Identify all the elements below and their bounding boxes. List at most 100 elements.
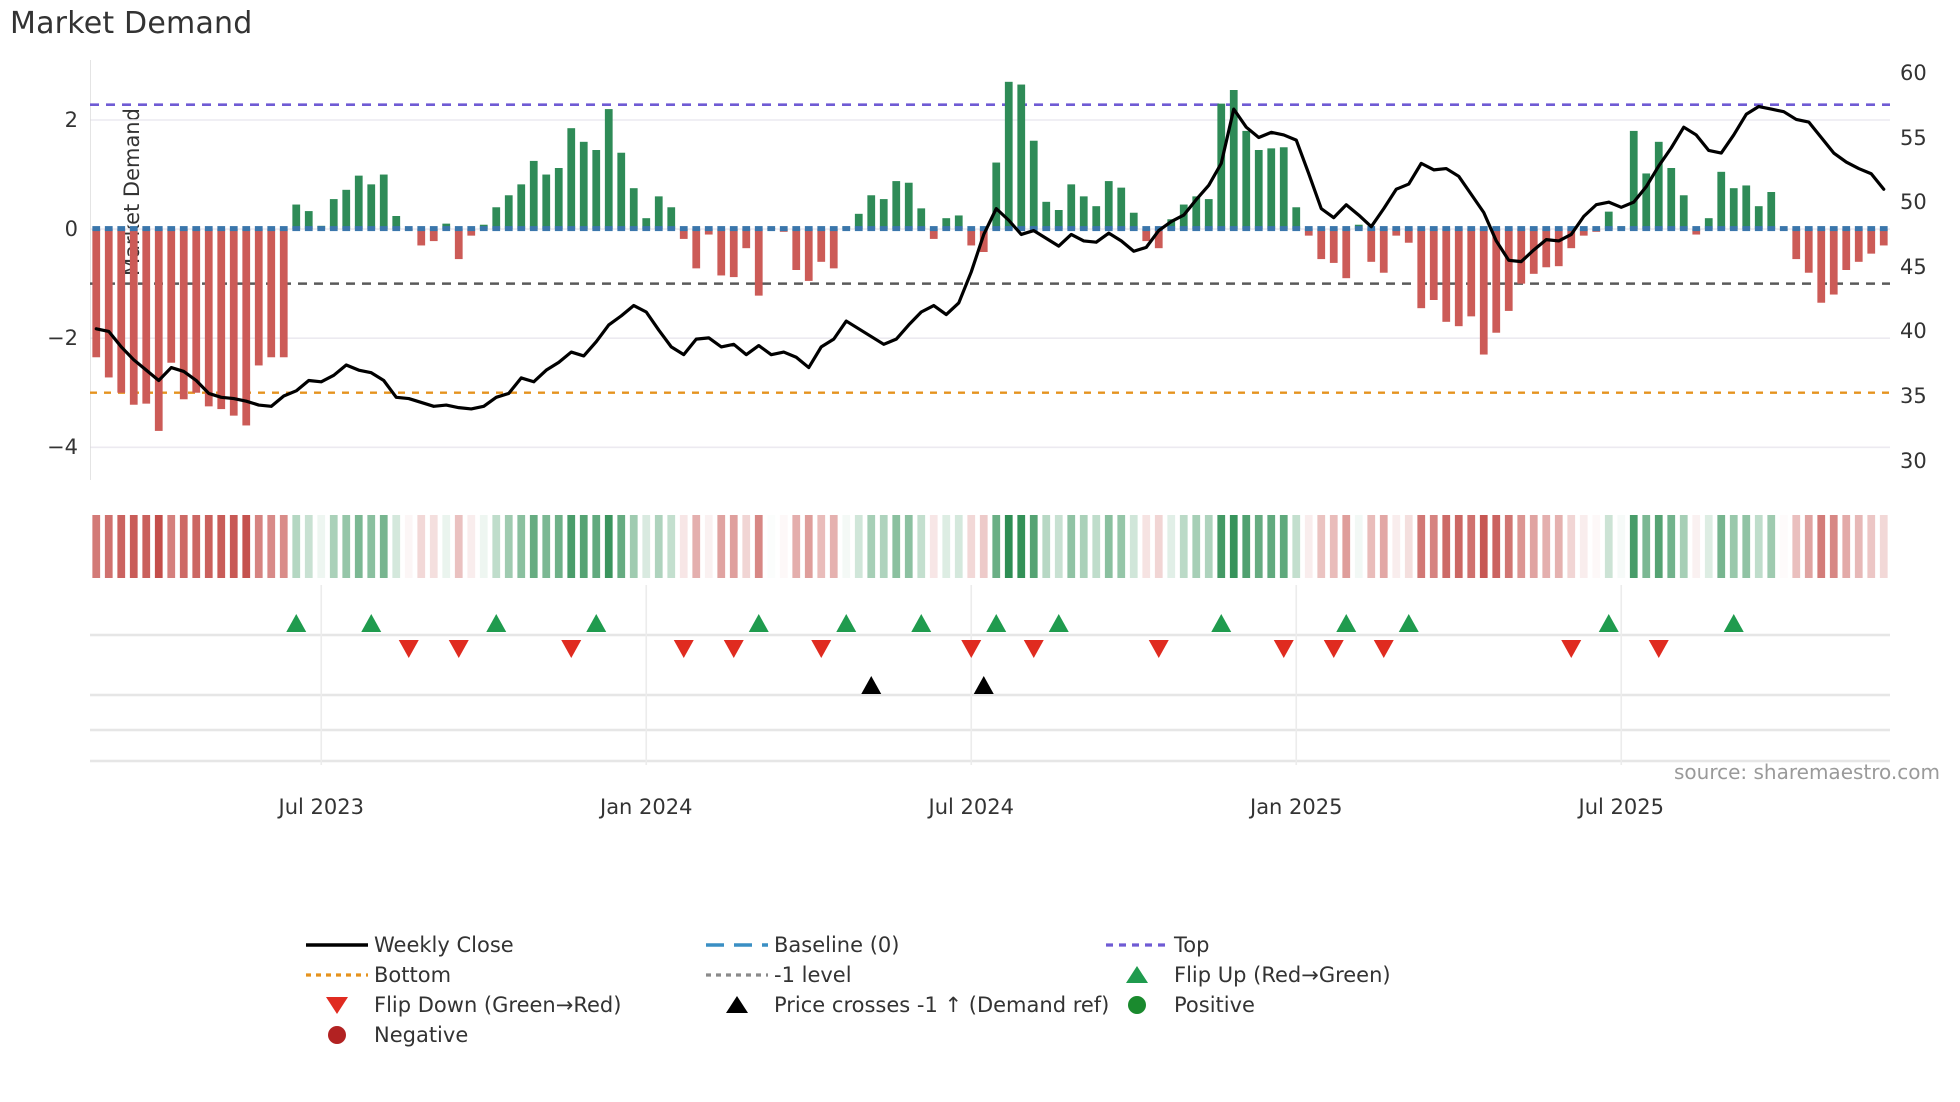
legend-row: Flip Down (Green→Red) Price crosses -1 ↑ … bbox=[300, 990, 1700, 1020]
main-chart-panel: Market Demand Weekly Close Price 20−2−4 … bbox=[47, 60, 1927, 480]
flip-up-marker bbox=[586, 614, 607, 632]
y-tick-right: 60 bbox=[1900, 60, 1927, 85]
flip-down-marker bbox=[673, 640, 694, 658]
triangle-up-black-icon bbox=[726, 996, 748, 1013]
y-tick-left: −4 bbox=[47, 435, 78, 460]
flip-up-marker bbox=[1048, 614, 1069, 632]
legend-item[interactable]: Bottom bbox=[300, 960, 700, 990]
y-tick-left: 0 bbox=[64, 217, 78, 242]
legend-item[interactable]: -1 level bbox=[700, 960, 1100, 990]
flip-up-marker bbox=[911, 614, 932, 632]
flip-up-marker bbox=[361, 614, 382, 632]
legend-item bbox=[1100, 1020, 1500, 1050]
flip-down-marker bbox=[1323, 640, 1344, 658]
heatmap-canvas bbox=[92, 515, 1888, 578]
flip-up-marker bbox=[1723, 614, 1744, 632]
x-tick-label: Jul 2024 bbox=[928, 795, 1014, 819]
legend-symbol bbox=[300, 962, 374, 988]
legend-item[interactable]: Top bbox=[1100, 930, 1500, 960]
flip-up-marker bbox=[836, 614, 857, 632]
x-tick-label: Jan 2024 bbox=[600, 795, 693, 819]
flip-down-marker bbox=[448, 640, 469, 658]
flip-down-marker bbox=[561, 640, 582, 658]
y-tick-right: 40 bbox=[1900, 319, 1927, 344]
legend-label: Flip Down (Green→Red) bbox=[374, 993, 622, 1017]
marker-canvas bbox=[90, 585, 1890, 765]
source-attribution: source: sharemaestro.com bbox=[1674, 760, 1940, 784]
flip-up-marker bbox=[748, 614, 769, 632]
price-cross-marker bbox=[973, 676, 994, 694]
legend-label: Flip Up (Red→Green) bbox=[1174, 963, 1391, 987]
legend-label: Top bbox=[1174, 933, 1210, 957]
y-tick-left: −2 bbox=[47, 326, 78, 351]
flip-down-marker bbox=[1148, 640, 1169, 658]
flip-down-marker bbox=[398, 640, 419, 658]
flip-down-marker bbox=[1273, 640, 1294, 658]
chart-canvas bbox=[90, 60, 1890, 480]
triangle-up-green-icon bbox=[1126, 966, 1148, 983]
legend-label: Price crosses -1 ↑ (Demand ref) bbox=[774, 993, 1110, 1017]
legend-label: Positive bbox=[1174, 993, 1255, 1017]
y-tick-left: 2 bbox=[64, 108, 78, 132]
legend-label: -1 level bbox=[774, 963, 852, 987]
flip-up-marker bbox=[286, 614, 307, 632]
legend-item[interactable]: Negative bbox=[300, 1020, 700, 1050]
flip-up-marker bbox=[986, 614, 1007, 632]
flip-down-marker bbox=[1023, 640, 1044, 658]
legend-item bbox=[700, 1020, 1100, 1050]
triangle-down-red-icon bbox=[326, 997, 348, 1014]
x-tick-label: Jan 2025 bbox=[1250, 795, 1343, 819]
legend-symbol bbox=[700, 932, 774, 958]
flip-up-marker bbox=[1598, 614, 1619, 632]
x-tick-label: Jul 2023 bbox=[278, 795, 364, 819]
legend-item[interactable]: Baseline (0) bbox=[700, 930, 1100, 960]
marker-panel bbox=[90, 585, 1890, 765]
legend-symbol bbox=[700, 992, 774, 1018]
legend-item[interactable]: Positive bbox=[1100, 990, 1500, 1020]
flip-up-marker bbox=[1336, 614, 1357, 632]
legend-item[interactable]: Weekly Close bbox=[300, 930, 700, 960]
line-solid-black-icon bbox=[306, 943, 368, 947]
y-tick-right: 50 bbox=[1900, 190, 1927, 215]
legend-row: Bottom -1 level Flip Up (Red→Green) bbox=[300, 960, 1700, 990]
chart-legend: Weekly Close Baseline (0) Top Bottom -1 leve… bbox=[300, 930, 1700, 1050]
circle-dark-red-icon bbox=[328, 1026, 346, 1044]
flip-down-marker bbox=[1561, 640, 1582, 658]
legend-symbol bbox=[300, 932, 374, 958]
y-tick-right: 55 bbox=[1900, 125, 1927, 150]
legend-row: Negative bbox=[300, 1020, 1700, 1050]
legend-symbol bbox=[1100, 992, 1174, 1018]
line-dotted-orange-icon bbox=[306, 973, 368, 977]
flip-up-marker bbox=[1211, 614, 1232, 632]
legend-symbol bbox=[700, 962, 774, 988]
circle-green-icon bbox=[1128, 996, 1146, 1014]
legend-item[interactable]: Flip Down (Green→Red) bbox=[300, 990, 700, 1020]
flip-up-marker bbox=[1398, 614, 1419, 632]
price-cross-marker bbox=[861, 676, 882, 694]
legend-label: Bottom bbox=[374, 963, 452, 987]
flip-up-marker bbox=[486, 614, 507, 632]
flip-down-marker bbox=[961, 640, 982, 658]
legend-symbol bbox=[300, 992, 374, 1018]
legend-symbol bbox=[1100, 962, 1174, 988]
line-dotted-purple-icon bbox=[1106, 943, 1168, 947]
page-title: Market Demand bbox=[10, 6, 253, 41]
legend-symbol bbox=[300, 1022, 374, 1048]
x-tick-label: Jul 2025 bbox=[1578, 795, 1664, 819]
legend-row: Weekly Close Baseline (0) Top bbox=[300, 930, 1700, 960]
legend-label: Weekly Close bbox=[374, 933, 514, 957]
x-axis-ticks: Jul 2023 Jan 2024 Jul 2024 Jan 2025 Jul 2025 bbox=[90, 795, 1890, 835]
flip-down-marker bbox=[811, 640, 832, 658]
y-tick-right: 45 bbox=[1900, 254, 1927, 279]
y-tick-right: 35 bbox=[1900, 384, 1927, 408]
legend-symbol bbox=[1100, 932, 1174, 958]
line-dotted-gray-icon bbox=[706, 973, 768, 977]
flip-down-marker bbox=[1648, 640, 1669, 658]
y-tick-right: 30 bbox=[1900, 448, 1927, 473]
flip-down-marker bbox=[723, 640, 744, 658]
line-dashed-blue-icon bbox=[706, 943, 768, 947]
demand-heatmap-strip bbox=[90, 515, 1890, 578]
legend-item[interactable]: Price crosses -1 ↑ (Demand ref) bbox=[700, 990, 1109, 1020]
legend-label: Baseline (0) bbox=[774, 933, 900, 957]
legend-item[interactable]: Flip Up (Red→Green) bbox=[1100, 960, 1500, 990]
